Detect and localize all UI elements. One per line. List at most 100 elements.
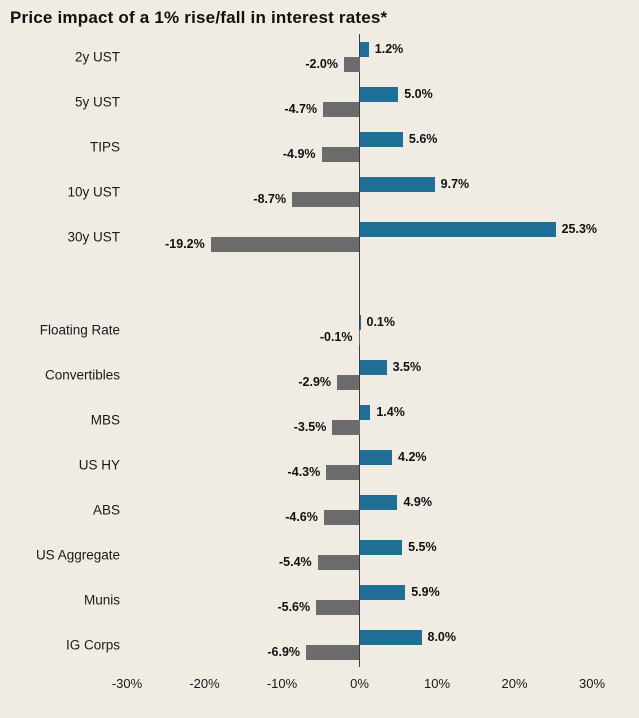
plot-area: 0.1% -0.1% (127, 307, 592, 352)
negative-bar (344, 56, 360, 72)
negative-value-label: -5.4% (279, 554, 312, 569)
positive-bar (359, 41, 369, 57)
bar-row: IG Corps 8.0% -6.9% (10, 622, 610, 667)
category-label: Munis (83, 592, 120, 607)
positive-value-label: 1.4% (376, 404, 405, 419)
negative-bar (326, 464, 360, 480)
plot-area: 5.9% -5.6% (127, 577, 592, 622)
positive-bar (359, 221, 556, 237)
bar-row: Munis 5.9% -5.6% (10, 577, 610, 622)
negative-value-label: -2.0% (305, 56, 338, 71)
category-label: TIPS (89, 139, 120, 154)
negative-bar (332, 419, 360, 435)
negative-bar (317, 554, 360, 570)
plot-area: 5.5% -5.4% (127, 532, 592, 577)
category-label: ABS (92, 502, 120, 517)
positive-value-label: 0.1% (366, 314, 396, 329)
x-axis-tick-label: -10% (266, 676, 298, 691)
plot-area: 4.9% -4.6% (127, 487, 592, 532)
negative-bar (292, 191, 360, 207)
negative-value-label: -4.6% (285, 509, 318, 524)
negative-value-label: -3.5% (293, 419, 327, 434)
x-axis-tick-label: 30% (578, 676, 606, 691)
bar-rows-container: 2y UST 1.2% -2.0% 5y UST 5.0% -4.7% TIPS 5.6% -4… (10, 34, 610, 667)
bar-row: US Aggregate 5.5% -5.4% (10, 532, 610, 577)
zero-axis-line (359, 34, 360, 667)
category-label: 30y UST (67, 229, 120, 244)
bar-row: ABS 4.9% -4.6% (10, 487, 610, 532)
negative-value-label: -6.9% (267, 644, 301, 659)
bar-row: 30y UST 25.3% -19.2% (10, 214, 610, 259)
x-axis-tick-label: 20% (501, 676, 528, 691)
positive-bar (359, 359, 387, 375)
x-axis-tick-label: 10% (423, 676, 451, 691)
positive-bar (359, 404, 371, 420)
positive-bar (359, 629, 422, 645)
negative-value-label: -2.9% (298, 374, 332, 389)
chart-title: Price impact of a 1% rise/fall in intere… (10, 8, 388, 27)
negative-value-label: -19.2% (165, 236, 205, 251)
negative-value-label: -4.3% (287, 464, 321, 479)
positive-value-label: 8.0% (427, 629, 457, 644)
plot-area: 5.6% -4.9% (127, 124, 592, 169)
positive-value-label: 1.2% (374, 41, 404, 56)
plot-area: 4.2% -4.3% (127, 442, 592, 487)
bar-row: MBS 1.4% -3.5% (10, 397, 610, 442)
positive-bar (359, 584, 406, 600)
negative-bar (321, 146, 360, 162)
x-axis-tick-label: -20% (189, 676, 220, 691)
positive-bar (359, 176, 435, 192)
bar-row: 2y UST 1.2% -2.0% (10, 34, 610, 79)
bar-chart: 2y UST 1.2% -2.0% 5y UST 5.0% -4.7% TIPS 5.6% -4… (10, 34, 610, 667)
plot-area: 1.4% -3.5% (127, 397, 592, 442)
negative-bar (306, 644, 360, 660)
positive-value-label: 5.9% (411, 584, 440, 599)
negative-bar (358, 329, 360, 345)
category-label: 2y UST (74, 49, 120, 64)
category-label: Floating Rate (39, 322, 120, 337)
plot-area: 8.0% -6.9% (127, 622, 592, 667)
positive-bar (359, 86, 399, 102)
plot-area: 5.0% -4.7% (127, 79, 592, 124)
category-label: IG Corps (65, 637, 120, 652)
category-label: MBS (90, 412, 120, 427)
negative-bar (316, 599, 360, 615)
positive-bar (359, 314, 361, 330)
bar-row: US HY 4.2% -4.3% (10, 442, 610, 487)
plot-area: 1.2% -2.0% (127, 34, 592, 79)
plot-area: 25.3% -19.2% (127, 214, 597, 259)
bar-row: Convertibles 3.5% -2.9% (10, 352, 610, 397)
category-label: US Aggregate (35, 547, 120, 562)
positive-bar (359, 494, 398, 510)
positive-value-label: 3.5% (392, 359, 422, 374)
x-axis-tick-label: -30% (111, 676, 143, 691)
negative-value-label: -4.9% (282, 146, 316, 161)
negative-value-label: -8.7% (253, 191, 287, 206)
positive-value-label: 4.9% (403, 494, 432, 509)
x-axis-tick-label: 0% (350, 676, 369, 691)
negative-bar (323, 509, 360, 525)
plot-area: 3.5% -2.9% (127, 352, 592, 397)
bar-row: TIPS 5.6% -4.9% (10, 124, 610, 169)
positive-value-label: 5.5% (408, 539, 437, 554)
negative-bar (210, 236, 360, 252)
negative-value-label: -0.1% (319, 329, 353, 344)
negative-bar (337, 374, 360, 390)
bar-row: 10y UST 9.7% -8.7% (10, 169, 610, 214)
negative-bar (323, 101, 360, 117)
plot-area: 9.7% -8.7% (127, 169, 592, 214)
negative-value-label: -5.6% (277, 599, 311, 614)
bar-row: Floating Rate 0.1% -0.1% (10, 307, 610, 352)
positive-value-label: 5.6% (408, 131, 438, 146)
positive-value-label: 5.0% (404, 86, 433, 101)
x-axis: -30% -20% -10% 0% 10% 20% 30% (10, 667, 639, 699)
positive-value-label: 25.3% (561, 221, 598, 236)
category-label: US HY (78, 457, 120, 472)
category-label: 5y UST (74, 94, 120, 109)
positive-bar (359, 539, 403, 555)
positive-value-label: 4.2% (398, 449, 427, 464)
category-label: 10y UST (67, 184, 120, 199)
positive-bar (359, 131, 403, 147)
bar-row: 5y UST 5.0% -4.7% (10, 79, 610, 124)
